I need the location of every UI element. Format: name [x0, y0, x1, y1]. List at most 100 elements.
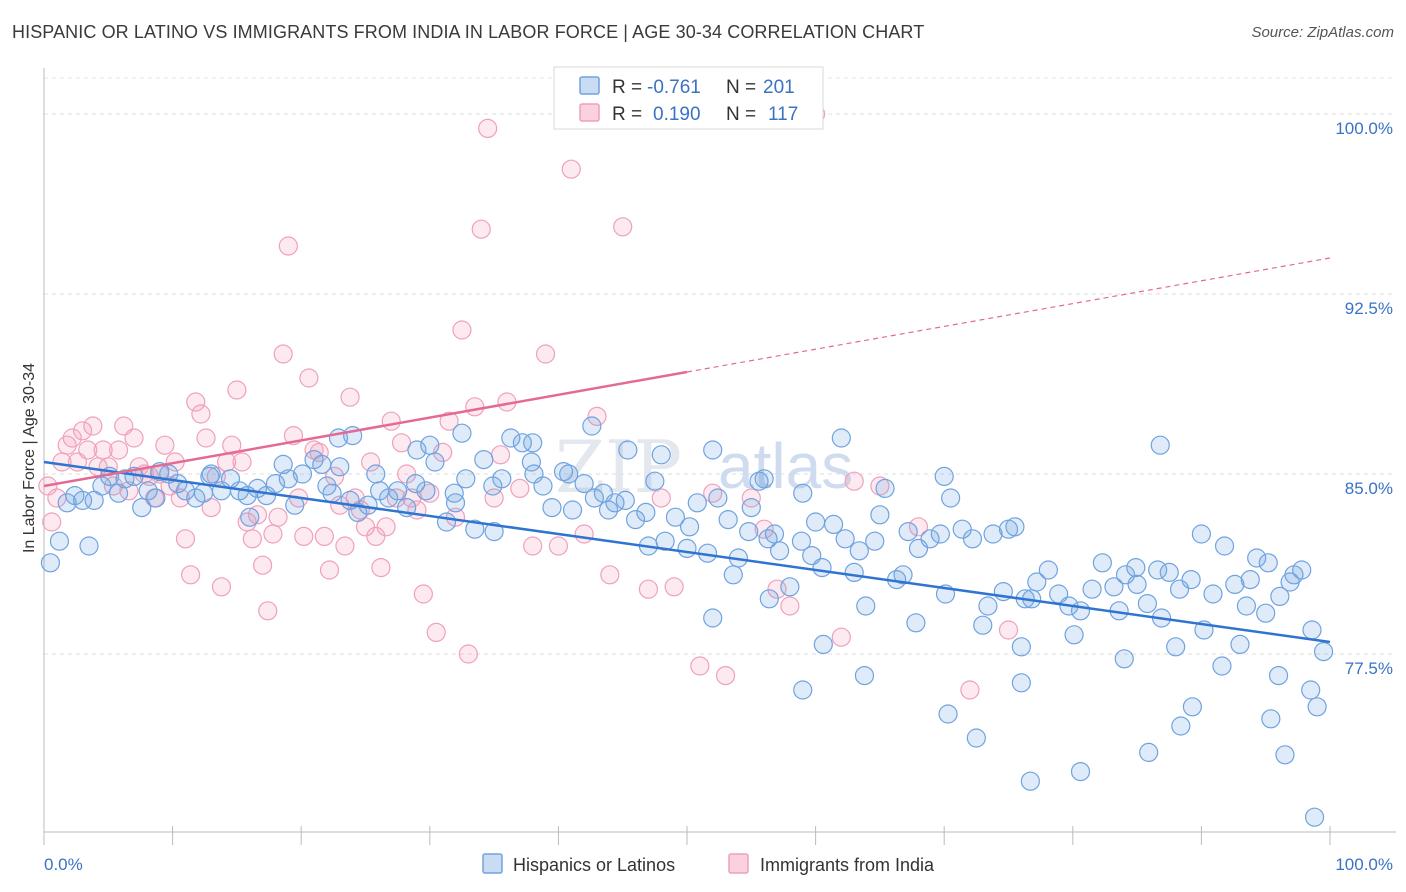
point-hispanics: [57, 493, 77, 513]
point-india: [247, 505, 268, 525]
point-india: [548, 536, 569, 556]
point-hispanics: [416, 481, 436, 501]
point-hispanics: [138, 481, 158, 501]
x-tick-label: 0.0%: [44, 855, 83, 874]
point-hispanics: [703, 608, 723, 628]
point-india: [78, 440, 98, 460]
point-hispanics: [1159, 562, 1179, 583]
point-hispanics: [1307, 697, 1327, 717]
point-hispanics: [813, 634, 833, 655]
point-hispanics: [651, 445, 671, 465]
point-india: [426, 622, 446, 643]
point-india: [754, 519, 774, 539]
point-india: [780, 596, 800, 616]
point-hispanics: [665, 507, 686, 527]
stats-r-label-1: R =: [612, 77, 642, 98]
point-india: [478, 118, 498, 138]
point-hispanics: [1011, 673, 1031, 693]
legend-label-hispanics: Hispanics or Latinos: [513, 855, 675, 875]
point-hispanics: [854, 665, 875, 686]
point-hispanics: [1114, 649, 1134, 669]
point-hispanics: [1301, 680, 1321, 700]
source-credit: Source: ZipAtlas.com: [1251, 24, 1394, 41]
point-hispanics: [1150, 435, 1170, 455]
point-hispanics: [930, 524, 950, 544]
y-tick-label: 85.0%: [1345, 479, 1393, 498]
point-india: [263, 524, 283, 544]
point-hispanics: [741, 498, 761, 518]
point-india: [587, 406, 607, 426]
point-hispanics: [636, 502, 656, 523]
legend-swatch-hispanics: [482, 853, 503, 874]
point-india: [186, 392, 206, 412]
point-hispanics: [474, 450, 494, 470]
point-india: [465, 397, 485, 417]
point-hispanics: [973, 615, 993, 635]
point-hispanics: [278, 469, 298, 489]
point-india: [227, 380, 247, 400]
point-india: [232, 452, 252, 472]
point-hispanics: [553, 462, 574, 482]
point-hispanics: [465, 519, 485, 539]
point-hispanics: [406, 474, 426, 494]
point-hispanics: [978, 596, 998, 616]
stats-swatch-pink: [579, 103, 600, 122]
point-india: [155, 435, 175, 455]
point-india: [335, 536, 355, 556]
trend-lines: [43, 257, 1331, 644]
point-hispanics: [533, 476, 553, 496]
point-india: [371, 557, 391, 578]
point-india: [613, 217, 633, 237]
point-hispanics: [72, 490, 93, 510]
point-hispanics: [941, 488, 961, 508]
point-hispanics: [240, 507, 260, 527]
stats-n-label-1: N =: [726, 77, 756, 98]
point-hispanics: [764, 524, 785, 544]
stats-n-value-2: 117: [768, 104, 798, 125]
point-hispanics: [317, 476, 337, 496]
trend-line-india: [43, 370, 688, 488]
point-hispanics: [769, 541, 790, 561]
point-hispanics: [79, 536, 99, 556]
point-hispanics: [893, 565, 913, 585]
point-hispanics: [793, 483, 813, 503]
point-hispanics: [679, 517, 700, 537]
point-india: [413, 584, 433, 604]
point-india: [258, 601, 278, 621]
point-hispanics: [1313, 641, 1334, 662]
point-india: [191, 404, 211, 424]
point-hispanics: [677, 538, 697, 559]
point-hispanics: [484, 521, 504, 542]
y-tick-label: 100.0%: [1335, 119, 1393, 138]
stats-n-value-1: 201: [763, 77, 795, 98]
point-hispanics: [791, 531, 812, 551]
y-axis-label: In Labor Force | Age 30-34: [21, 363, 38, 553]
point-india: [452, 320, 472, 340]
point-hispanics: [1182, 697, 1202, 717]
point-hispanics: [934, 466, 954, 486]
y-tick-label: 77.5%: [1345, 659, 1393, 678]
point-hispanics: [983, 524, 1003, 544]
point-india: [83, 416, 103, 436]
point-hispanics: [436, 512, 457, 532]
point-india: [490, 445, 511, 465]
point-india: [690, 656, 710, 676]
y-tick-label: 92.5%: [1345, 299, 1393, 318]
point-hispanics: [312, 454, 332, 474]
stats-swatch-blue: [579, 76, 600, 95]
point-hispanics: [1126, 557, 1146, 578]
point-hispanics: [739, 521, 759, 542]
point-hispanics: [938, 704, 958, 724]
trend-line-hispanics: [43, 460, 1331, 644]
point-hispanics: [865, 531, 885, 551]
point-india: [62, 428, 82, 448]
point-india: [908, 517, 929, 537]
point-hispanics: [1127, 574, 1147, 595]
point-hispanics: [420, 435, 440, 455]
point-hispanics: [812, 557, 832, 578]
point-hispanics: [1171, 716, 1191, 736]
point-hispanics: [1270, 586, 1290, 607]
point-hispanics: [1082, 579, 1102, 599]
point-india: [72, 421, 93, 441]
